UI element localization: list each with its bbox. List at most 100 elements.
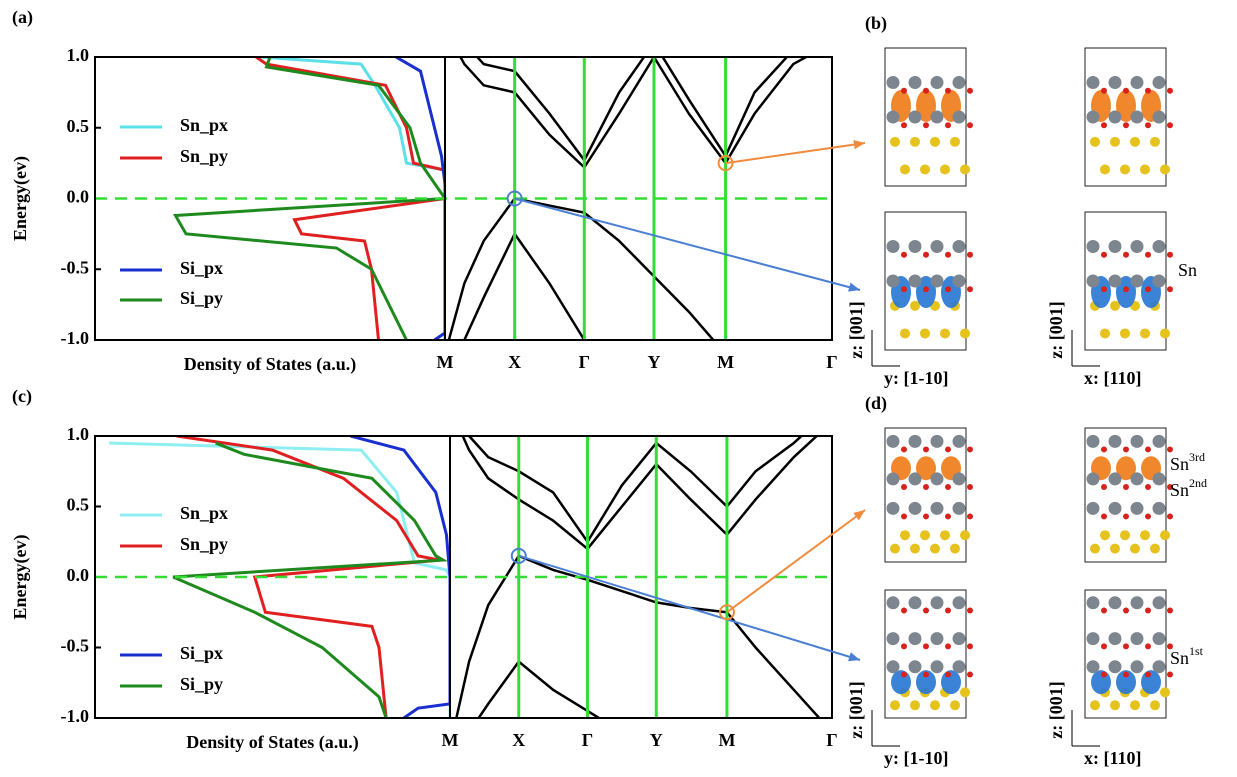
o-atom	[1145, 88, 1151, 94]
axis-label: z: [001]	[846, 681, 866, 738]
o-atom	[923, 122, 929, 128]
atom-label-sup: 2nd	[1189, 476, 1207, 490]
y-tick-label: 1.0	[67, 45, 90, 65]
atom-label-base: Sn	[1170, 648, 1189, 668]
sn-atom	[1153, 240, 1166, 253]
sn-atom	[953, 76, 966, 89]
si-atom	[900, 328, 910, 338]
o-atom	[901, 122, 907, 128]
o-atom	[1145, 607, 1151, 613]
sn-atom	[909, 435, 922, 448]
sn-atom	[1131, 111, 1144, 124]
sn-atom	[931, 435, 944, 448]
sn-atom	[953, 596, 966, 609]
sn-atom	[909, 472, 922, 485]
sn-atom	[1109, 596, 1122, 609]
sn-atom	[1087, 502, 1100, 515]
atom-label-base: Sn	[1170, 454, 1189, 474]
o-atom	[945, 88, 951, 94]
axis-label: z: [001]	[1046, 681, 1066, 738]
o-atom	[1123, 286, 1129, 292]
si-atom	[940, 164, 950, 174]
orbital	[891, 670, 911, 694]
sn-atom	[1131, 275, 1144, 288]
figure: (a)Energy(ev)Density of States (a.u.)1.0…	[0, 0, 1237, 777]
si-atom	[910, 137, 920, 147]
o-atom	[1101, 607, 1107, 613]
orbital	[941, 670, 961, 694]
si-atom	[960, 530, 970, 540]
si-atom	[1160, 530, 1170, 540]
si-atom	[910, 700, 920, 710]
sn-atom	[1153, 660, 1166, 673]
x-axis-label: Density of States (a.u.)	[184, 354, 357, 375]
sn-atom	[909, 502, 922, 515]
o-atom	[967, 88, 973, 94]
sn-atom	[1153, 472, 1166, 485]
sn-atom	[909, 240, 922, 253]
x-tick-label: Y	[647, 352, 660, 372]
si-atom	[940, 328, 950, 338]
sn-atom	[953, 472, 966, 485]
si-atom	[920, 530, 930, 540]
o-atom	[1123, 446, 1129, 452]
sn-atom	[931, 76, 944, 89]
sn-atom	[953, 632, 966, 645]
o-atom	[1167, 122, 1173, 128]
o-atom	[1167, 286, 1173, 292]
sn-atom	[953, 660, 966, 673]
sn-atom	[931, 111, 944, 124]
si-atom	[960, 687, 970, 697]
o-atom	[945, 484, 951, 490]
atom-label: Sn2nd	[1170, 476, 1207, 500]
si-atom	[1120, 530, 1130, 540]
x-tick-label: M	[717, 352, 734, 372]
atom-label-sup: 3rd	[1189, 450, 1205, 464]
orbital	[1091, 670, 1111, 694]
x-tick-label: Γ	[826, 352, 837, 372]
sn-atom	[931, 472, 944, 485]
axis-label: z: [001]	[1046, 301, 1066, 358]
band-line	[450, 408, 832, 549]
band-line	[445, 234, 832, 383]
x-tick-label: Y	[650, 730, 663, 750]
sn-atom	[953, 240, 966, 253]
legend-label: Sn_px	[180, 115, 228, 135]
arrow-head	[853, 140, 865, 149]
y-tick-label: -0.5	[61, 636, 90, 656]
o-atom	[967, 671, 973, 677]
panel-label: (a)	[12, 7, 33, 28]
si-atom	[960, 328, 970, 338]
si-atom	[1130, 137, 1140, 147]
x-tick-label: X	[512, 730, 525, 750]
si-atom	[1120, 164, 1130, 174]
x-axis-label: Density of States (a.u.)	[186, 732, 359, 753]
sn-atom	[909, 660, 922, 673]
sn-atom	[1153, 435, 1166, 448]
o-atom	[967, 643, 973, 649]
panel-label: (c)	[12, 386, 32, 407]
legend-label: Si_px	[180, 643, 223, 663]
o-atom	[1145, 513, 1151, 519]
panel-label: (b)	[865, 13, 887, 34]
sn-atom	[1131, 596, 1144, 609]
o-atom	[1145, 446, 1151, 452]
arrow	[726, 143, 865, 163]
y-tick-label: 0.0	[67, 187, 90, 207]
si-atom	[890, 700, 900, 710]
o-atom	[901, 671, 907, 677]
sn-atom	[1131, 240, 1144, 253]
o-atom	[1167, 446, 1173, 452]
sn-atom	[1153, 596, 1166, 609]
x-tick-label: M	[437, 352, 454, 372]
si-atom	[1100, 530, 1110, 540]
si-atom	[1140, 530, 1150, 540]
sn-atom	[953, 111, 966, 124]
band-line	[445, 29, 832, 168]
sn-atom	[887, 76, 900, 89]
atom-label-base: Sn	[1178, 260, 1197, 280]
sn-atom	[1109, 275, 1122, 288]
o-atom	[923, 88, 929, 94]
o-atom	[1167, 671, 1173, 677]
sn-atom	[1087, 240, 1100, 253]
